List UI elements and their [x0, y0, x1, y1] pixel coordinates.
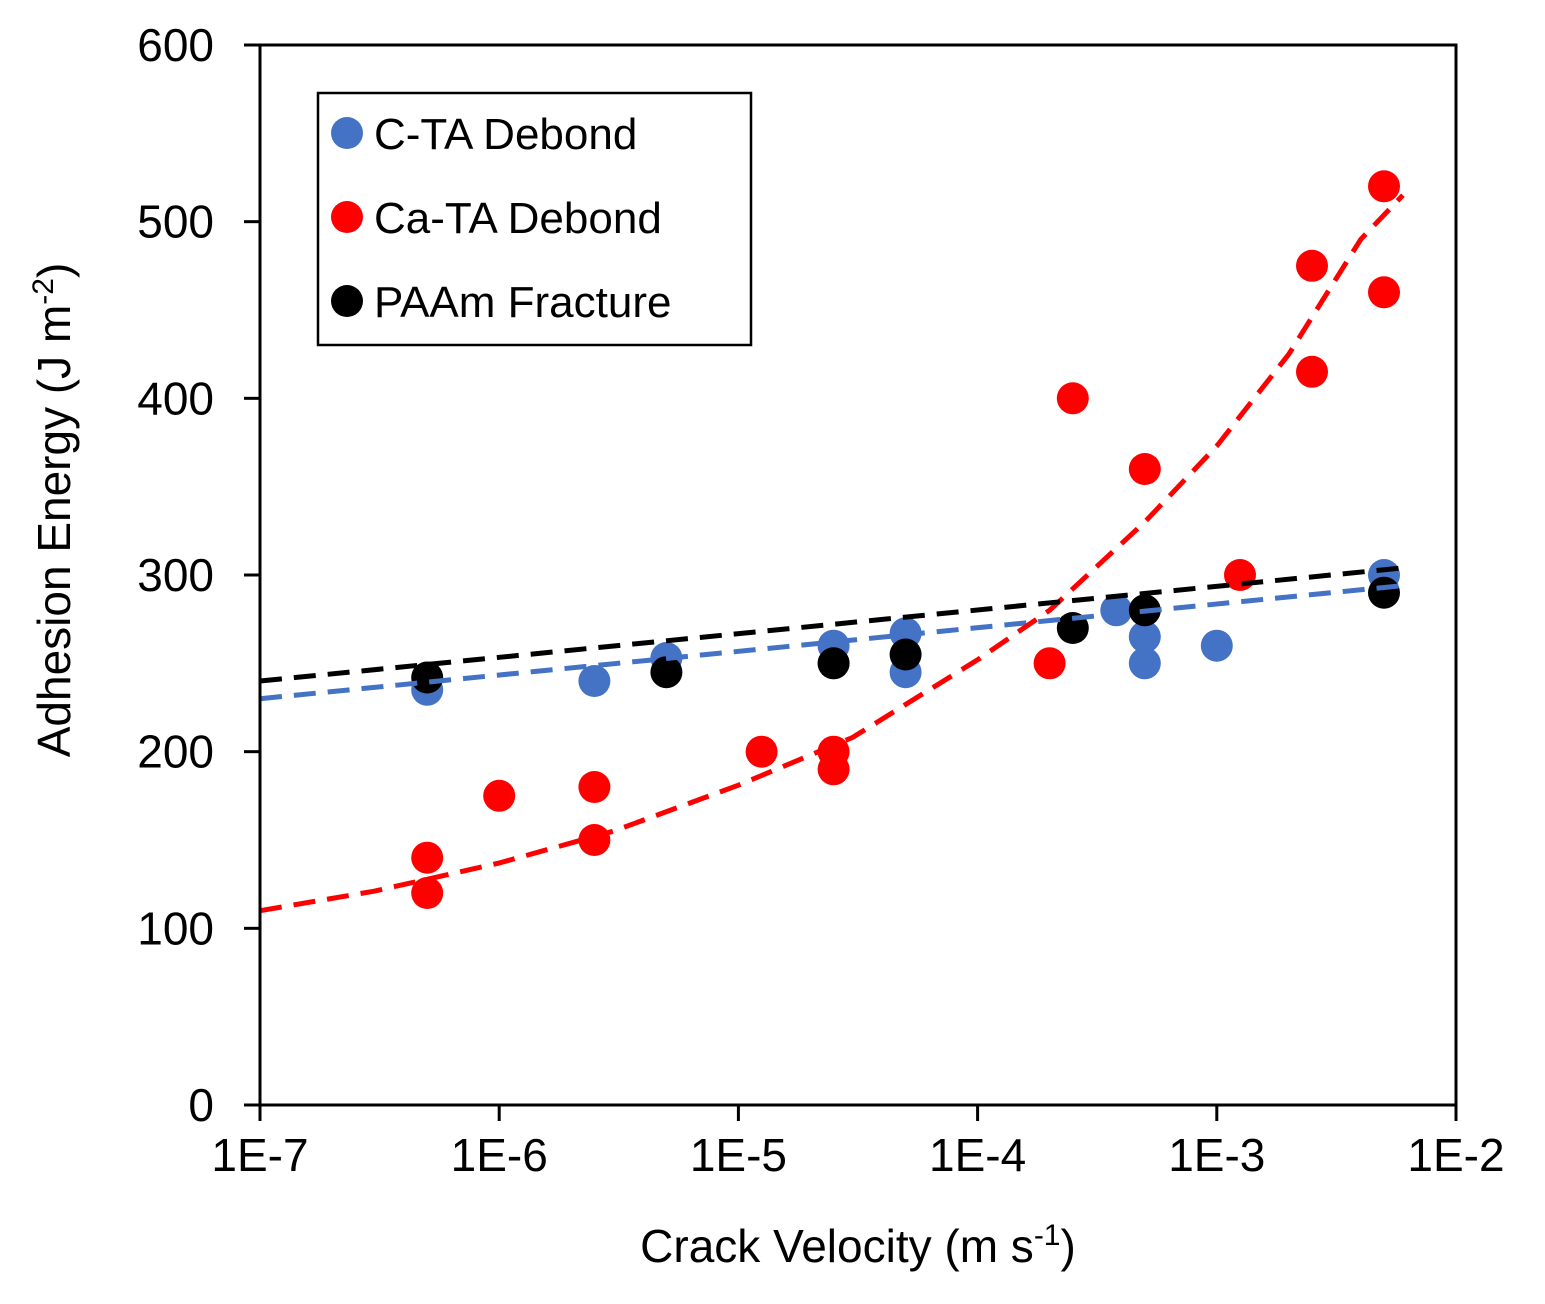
x-tick-label: 1E-7 [211, 1129, 308, 1181]
c-ta-debond-point [1100, 594, 1133, 627]
x-tick-label: 1E-2 [1407, 1129, 1504, 1181]
ca-ta-debond-point [411, 877, 444, 909]
legend: C-TA Debond Ca-TA Debond PAAm Fracture [316, 91, 753, 347]
y-axis-title: Adhesion Energy (J m-2) [27, 263, 80, 758]
x-axis-title-superscript: -1 [1034, 1219, 1061, 1252]
ca-ta-debond-point [1296, 249, 1328, 282]
x-axis-title-end: ) [1061, 1220, 1076, 1272]
ca-ta-debond-point [578, 824, 611, 856]
legend-entries: C-TA Debond Ca-TA Debond PAAm Fracture [331, 110, 671, 327]
y-tick-label: 400 [137, 372, 214, 424]
y-tick-label: 100 [137, 902, 214, 954]
x-tick-label: 1E-6 [451, 1129, 548, 1181]
paam-fracture-point [1368, 576, 1400, 609]
series-layer [259, 170, 1405, 914]
x-axis-title: Crack Velocity (m s-1) [640, 1219, 1076, 1272]
legend-marker-c-ta-debond [331, 117, 363, 149]
c-ta-debond-point [1200, 629, 1233, 662]
paam-fracture-trendline [259, 565, 1404, 684]
ca-ta-debond-point [578, 771, 611, 803]
paam-fracture-point [889, 638, 922, 671]
ca-ta-debond-point [1128, 453, 1161, 485]
legend-marker-paam-fracture [331, 285, 363, 317]
legend-label-ca-ta-debond: Ca-TA Debond [374, 194, 662, 243]
axis-layer: 1E-7 1E-6 1E-5 1E-4 1E-3 1E-2 0 100 200 300 400 500… [137, 19, 1504, 1181]
ca-ta-debond-point [411, 841, 444, 874]
y-axis-title-end: ) [28, 263, 80, 278]
ca-ta-debond-point [1033, 647, 1066, 680]
c-ta-debond-point [1128, 647, 1161, 680]
paam-fracture-point [411, 661, 444, 694]
x-tick-label: 1E-5 [690, 1129, 787, 1181]
ca-ta-debond-point [1368, 276, 1400, 309]
ca-ta-debond-point [483, 779, 516, 812]
legend-label-c-ta-debond: C-TA Debond [374, 110, 637, 159]
paam-fracture-point [1056, 612, 1089, 644]
y-tick-label: 500 [137, 196, 214, 248]
y-tick-label: 600 [137, 19, 214, 71]
y-axis-title-main: Adhesion Energy (J m [28, 305, 80, 758]
c-ta-debond-point [1128, 620, 1161, 653]
c-ta-debond-trendline [259, 583, 1404, 702]
series-ca-ta-debond-points [411, 170, 1400, 909]
y-axis-title-superscript: -2 [27, 278, 60, 305]
c-ta-debond-point [578, 665, 611, 697]
x-tick-label: 1E-3 [1168, 1129, 1265, 1181]
ca-ta-debond-point [1368, 170, 1400, 203]
legend-marker-ca-ta-debond [331, 201, 363, 233]
paam-fracture-point [817, 647, 850, 680]
ca-ta-debond-point [817, 753, 850, 786]
legend-box [316, 91, 753, 347]
x-axis-title-main: Crack Velocity (m s [640, 1220, 1034, 1272]
paam-fracture-point [650, 656, 683, 689]
ca-ta-debond-point [745, 735, 778, 768]
y-tick-label: 0 [188, 1079, 214, 1131]
ca-ta-debond-point [1296, 355, 1328, 388]
legend-label-paam-fracture: PAAm Fracture [374, 278, 671, 327]
x-tick-label: 1E-4 [929, 1129, 1026, 1181]
ca-ta-debond-trendline [259, 193, 1405, 914]
y-tick-label: 200 [137, 726, 214, 778]
ca-ta-debond-point [1056, 382, 1089, 415]
y-tick-label: 300 [137, 549, 214, 601]
series-c-ta-debond-points [411, 559, 1400, 706]
